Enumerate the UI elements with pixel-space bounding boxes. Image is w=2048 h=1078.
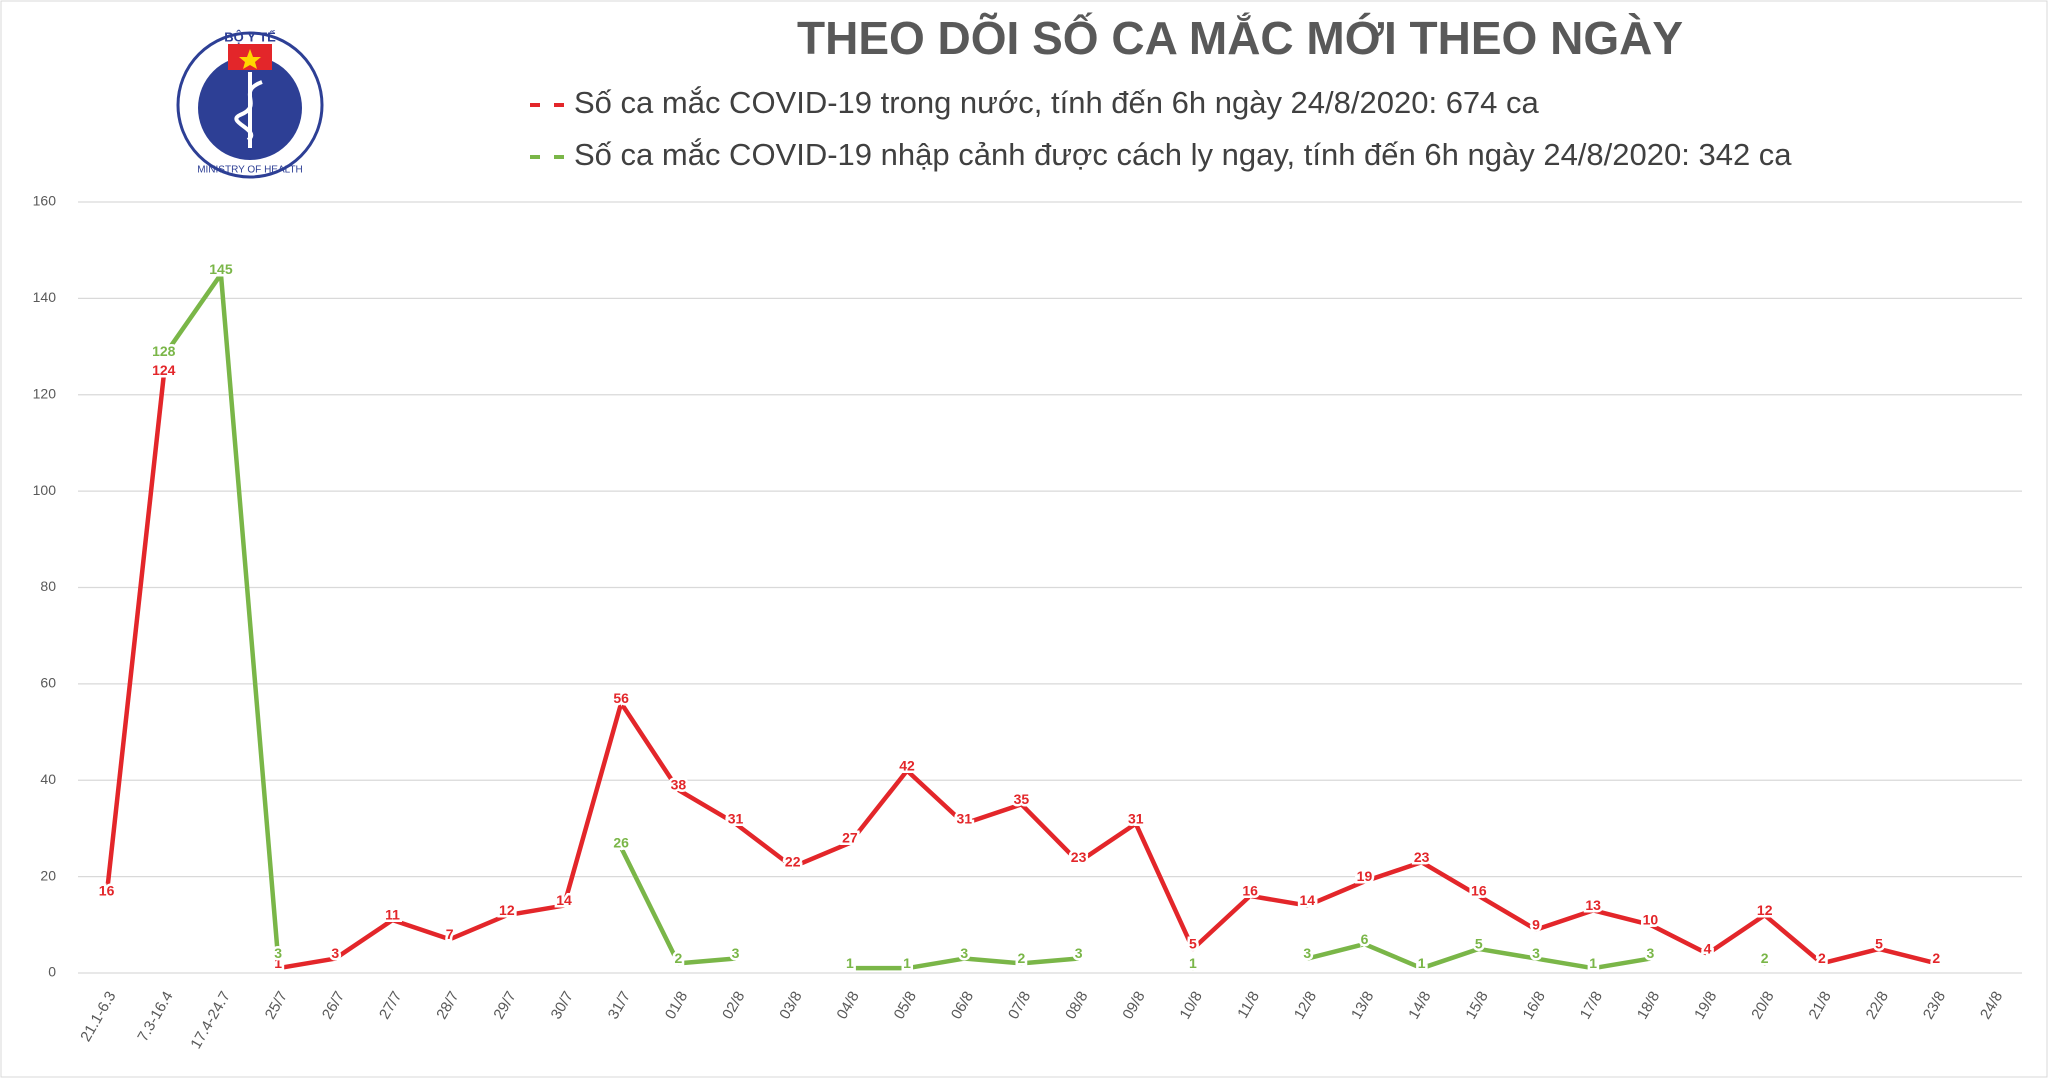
data-label: 3: [960, 945, 968, 961]
data-label: 35: [1014, 791, 1030, 807]
data-label: 5: [1189, 936, 1197, 952]
data-label: 3: [1532, 945, 1540, 961]
y-tick-label: 80: [40, 578, 56, 594]
data-label: 1: [1189, 955, 1197, 971]
data-label: 31: [728, 810, 744, 826]
series-line: [104, 375, 167, 897]
y-tick-label: 160: [33, 193, 57, 209]
data-label: 10: [1643, 912, 1659, 928]
data-label: 23: [1414, 849, 1430, 865]
data-label: 1: [903, 955, 911, 971]
data-label: 13: [1585, 897, 1601, 913]
data-label: 27: [842, 830, 858, 846]
data-label: 3: [1303, 945, 1311, 961]
data-label: 2: [1761, 950, 1769, 966]
data-label: 2: [1018, 950, 1026, 966]
data-label: 14: [1300, 892, 1316, 908]
y-tick-label: 60: [40, 675, 56, 691]
data-label: 12: [1757, 902, 1773, 918]
y-tick-label: 100: [33, 482, 57, 498]
series-point: [1762, 960, 1768, 966]
chart-title: THEO DÕI SỐ CA MẮC MỚI THEO NGÀY: [797, 12, 1683, 64]
data-label: 1: [1589, 955, 1597, 971]
y-tick-label: 40: [40, 771, 56, 787]
data-label: 2: [1818, 950, 1826, 966]
data-label: 16: [99, 883, 115, 899]
series-line: [619, 846, 736, 966]
data-label: 14: [556, 892, 572, 908]
data-label: 16: [1471, 883, 1487, 899]
y-tick-label: 0: [48, 964, 56, 980]
data-label: 31: [1128, 810, 1144, 826]
data-label: 11: [385, 907, 400, 923]
y-tick-label: 20: [40, 867, 56, 883]
data-label: 3: [732, 945, 740, 961]
data-label: 19: [1357, 868, 1373, 884]
data-label: 3: [331, 945, 339, 961]
data-label: 5: [1875, 936, 1883, 952]
data-label: 9: [1532, 916, 1540, 932]
data-label: 5: [1475, 936, 1483, 952]
logo: BỘ Y TẾ MINISTRY OF HEALTH: [176, 29, 324, 179]
data-label: 1: [846, 955, 854, 971]
data-label: 1: [1418, 955, 1426, 971]
data-label: 56: [613, 690, 629, 706]
data-label: 128: [152, 343, 176, 359]
series-line: [1306, 941, 1651, 971]
data-label: 12: [499, 902, 515, 918]
data-label: 16: [1242, 883, 1258, 899]
legend-label: Số ca mắc COVID-19 trong nước, tính đến …: [574, 85, 1540, 120]
y-tick-label: 140: [33, 289, 57, 305]
data-label: 42: [899, 757, 915, 773]
data-label: 6: [1361, 931, 1369, 947]
data-label: 3: [1075, 945, 1083, 961]
data-label: 2: [674, 950, 682, 966]
series-line: [161, 272, 281, 959]
data-label: 4: [1704, 940, 1712, 956]
legend-label: Số ca mắc COVID-19 nhập cảnh được cách l…: [574, 137, 1792, 172]
data-label: 7: [446, 926, 454, 942]
series-line: [277, 700, 1937, 971]
data-label: 31: [956, 810, 972, 826]
data-label: 26: [613, 834, 629, 850]
data-label: 1: [274, 955, 282, 971]
data-label: 2: [1932, 950, 1940, 966]
logo-top: BỘ Y TẾ: [224, 29, 276, 44]
series-line: [849, 956, 1079, 971]
y-tick-label: 120: [33, 385, 57, 401]
data-label: 124: [152, 362, 176, 378]
data-label: 23: [1071, 849, 1087, 865]
series-point: [1190, 965, 1196, 971]
data-label: 3: [1646, 945, 1654, 961]
data-label: 22: [785, 854, 801, 870]
data-label: 38: [671, 777, 687, 793]
data-label: 3: [274, 945, 282, 961]
data-label: 145: [209, 261, 233, 277]
logo-bottom: MINISTRY OF HEALTH: [197, 165, 303, 176]
